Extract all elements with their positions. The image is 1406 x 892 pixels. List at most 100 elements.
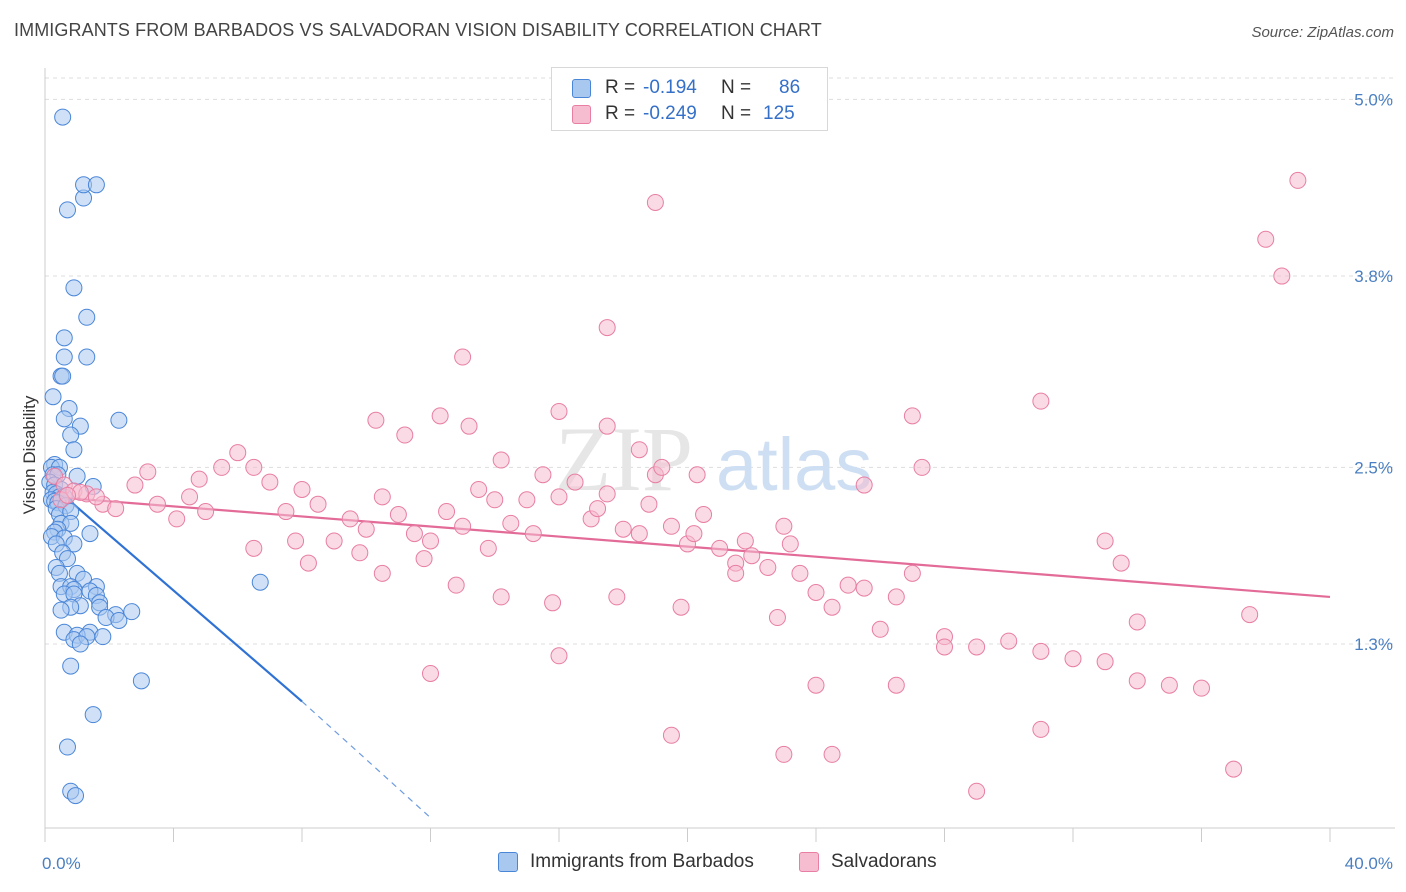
salvadorans-point [1241,606,1259,624]
salvadorans-point [775,517,793,535]
y-axis-label: Vision Disability [20,395,39,514]
salvadorans-point [614,520,632,538]
y-tick-label: 1.3% [1354,635,1393,654]
salvadorans-point [672,598,690,616]
legend-n-value: 125 [763,103,795,124]
barbados-point [55,348,73,366]
salvadorans-point [544,594,562,612]
salvadorans-point [791,564,809,582]
salvadorans-point [608,588,626,606]
barbados-point [87,176,105,194]
legend-item-salvadorans: Salvadorans [799,851,937,873]
salvadorans-point [589,500,607,518]
salvadorans-point [903,564,921,582]
salvadorans-point [518,491,536,509]
salvadorans-point [58,486,76,504]
salvadorans-point [688,466,706,484]
salvadorans-point [887,676,905,694]
salvadorans-point [293,480,311,498]
salvadorans-point [598,417,616,435]
salvadorans-point [566,473,584,491]
salvadorans-point [630,525,648,543]
salvadorans-point [245,539,263,557]
salvadorans-point [1064,650,1082,668]
barbados-point [65,535,83,553]
barbados-point [78,308,96,326]
barbados-point [71,635,89,653]
salvadorans-point [1096,653,1114,671]
x-tick-label-max: 40.0% [1345,854,1393,873]
salvadorans-point [807,584,825,602]
barbados-point [110,411,128,429]
salvadorans-point [781,535,799,553]
salvadorans-point [1225,760,1243,778]
salvadorans-point [190,470,208,488]
salvadorans-point [245,458,263,476]
salvadorans-point [126,476,144,494]
legend-swatch-pink [799,852,819,872]
legend-swatch-blue [498,852,518,872]
salvadorans-point [454,348,472,366]
barbados-point [78,348,96,366]
salvadorans-point [855,579,873,597]
legend-r-label: R = [605,77,636,98]
salvadorans-point [168,510,186,528]
salvadorans-point [775,745,793,763]
legend-item-barbados: Immigrants from Barbados [498,851,754,873]
barbados-point [54,367,72,385]
salvadorans-point [855,476,873,494]
salvadorans-point [148,495,166,513]
correlation-legend: R = -0.194 N = 86 R = -0.249 N = 125 [551,67,828,131]
salvadorans-point [341,510,359,528]
legend-n-label: N = [721,77,752,98]
watermark-atlas: atlas [716,423,872,506]
salvadorans-point [662,517,680,535]
salvadorans-point [422,532,439,550]
salvadorans-point [107,500,125,518]
salvadorans-point [431,407,449,425]
salvadorans-point [1160,676,1178,694]
legend-r-value: -0.194 [643,77,697,98]
salvadorans-point [598,319,616,337]
salvadorans-point [598,485,616,503]
barbados-point [251,573,269,591]
salvadorans-point [743,547,761,565]
salvadorans-point [492,588,510,606]
y-tick-label: 5.0% [1354,90,1393,109]
salvadorans-point [454,517,472,535]
barbados-trend-line [50,484,303,703]
barbados-point [55,329,73,347]
salvadorans-point [229,444,247,462]
watermark-zip: ZIP [555,408,693,510]
salvadorans-point [1193,679,1210,697]
salvadorans-point [502,514,520,532]
salvadorans-point [415,550,433,568]
salvadorans-point [768,609,786,627]
salvadorans-point [460,417,478,435]
barbados-point [58,550,76,568]
chart-source: Source: ZipAtlas.com [1251,24,1394,41]
salvadorans-point [823,745,841,763]
legend-n-value: 86 [779,77,801,98]
series-salvadorans-points [46,171,1307,800]
salvadorans-point [913,458,931,476]
salvadorans-point [367,411,385,429]
salvadorans-point [711,539,729,557]
salvadorans-point [447,576,465,594]
salvadorans-point [695,505,713,523]
salvadorans-point [1257,230,1275,248]
salvadorans-point [357,520,375,538]
salvadorans-point [727,564,745,582]
legend-label-salvadorans: Salvadorans [831,851,937,872]
salvadorans-point [396,426,414,444]
salvadorans-point [486,491,504,509]
barbados-point [65,441,83,459]
barbados-point [67,787,85,805]
barbados-point [110,611,128,629]
y-tick-label: 3.8% [1354,267,1393,286]
salvadorans-point [736,532,754,550]
salvadorans-point [903,407,921,425]
legend-r-value: -0.249 [643,103,697,124]
salvadorans-point [1032,720,1050,738]
